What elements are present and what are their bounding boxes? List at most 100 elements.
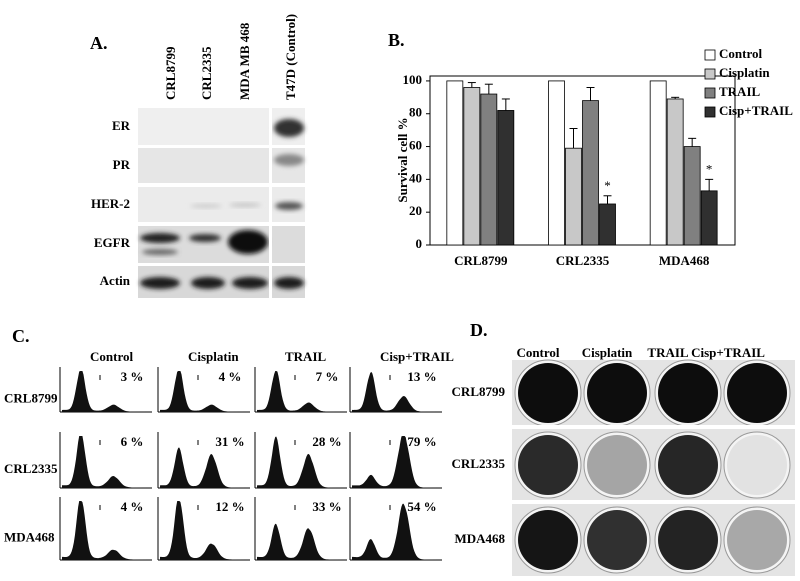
row-label: ER [112, 118, 131, 133]
histogram [352, 371, 438, 412]
percentage: 54 % [407, 499, 436, 514]
percentage: 3 % [121, 369, 144, 384]
percentage: 28 % [312, 434, 341, 449]
bar [599, 203, 616, 246]
annotation: * [706, 161, 713, 176]
column-label: CRL2335 [199, 46, 214, 100]
well [658, 363, 718, 423]
blot [138, 106, 305, 300]
bar [666, 98, 684, 246]
histogram [160, 501, 246, 560]
histogram [62, 371, 148, 412]
row-label: Actin [100, 273, 131, 288]
y-tick-label: 40 [409, 170, 422, 185]
row-label: PR [113, 157, 131, 172]
row-label: CRL8799 [4, 390, 58, 405]
error-bar [569, 128, 578, 149]
well [587, 363, 647, 423]
well [727, 363, 787, 423]
legend-swatch [704, 106, 716, 118]
histogram [62, 436, 148, 488]
percentage: 4 % [219, 369, 242, 384]
histogram [352, 503, 438, 560]
error-bar [671, 96, 680, 99]
well [518, 363, 578, 423]
column-label: CRL8799 [163, 46, 178, 100]
column-label: Cisp+TRAIL [691, 345, 765, 360]
column-label: T47D (Control) [283, 14, 298, 100]
column-label: Cisplatin [188, 349, 239, 364]
error-bar [688, 137, 697, 147]
legend-label: Cisplatin [719, 65, 770, 80]
well [658, 510, 718, 570]
panel-label: A. [90, 33, 108, 53]
column-label: Cisplatin [582, 345, 633, 360]
well [587, 435, 647, 495]
error-bar [603, 195, 612, 204]
legend-swatch [704, 68, 716, 80]
bar [480, 93, 498, 246]
y-axis-label: Survival cell % [395, 117, 410, 202]
column-label: Cisp+TRAIL [380, 349, 454, 364]
histogram [257, 371, 343, 412]
x-tick-label: CRL8799 [454, 253, 508, 268]
row-label: HER-2 [91, 196, 130, 211]
y-tick-label: 20 [409, 203, 422, 218]
panel-label: C. [12, 326, 30, 346]
row-label: CRL2335 [4, 461, 58, 476]
legend-label: Control [719, 46, 762, 61]
percentage: 12 % [215, 499, 244, 514]
y-tick-label: 100 [403, 72, 423, 87]
bar [463, 87, 481, 246]
well [518, 510, 578, 570]
well [658, 435, 718, 495]
well [518, 435, 578, 495]
legend-swatch [704, 87, 716, 99]
well [727, 510, 787, 570]
legend-swatch [704, 49, 716, 61]
percentage: 6 % [121, 434, 144, 449]
bar [446, 80, 464, 246]
column-label: Control [516, 345, 559, 360]
bar [582, 100, 599, 246]
percentage: 7 % [316, 369, 339, 384]
legend-label: Cisp+TRAIL [719, 103, 793, 118]
row-label: CRL8799 [452, 384, 506, 399]
panel-label: B. [388, 30, 405, 50]
column-label: Control [90, 349, 133, 364]
percentage: 13 % [407, 369, 436, 384]
histogram [160, 371, 246, 412]
column-label: TRAIL [647, 345, 689, 360]
histogram [160, 447, 246, 488]
error-bar [467, 82, 476, 88]
well [727, 435, 787, 495]
y-tick-label: 60 [409, 138, 422, 153]
percentage: 31 % [215, 434, 244, 449]
annotation: * [604, 178, 611, 193]
y-tick-label: 0 [416, 236, 423, 251]
column-label: TRAIL [285, 349, 327, 364]
row-label: EGFR [94, 235, 131, 250]
row-label: CRL2335 [452, 456, 506, 471]
error-bar [484, 83, 493, 95]
row-label: MDA468 [454, 531, 505, 546]
bar [700, 190, 718, 246]
histogram [62, 501, 148, 560]
legend-label: TRAIL [719, 84, 761, 99]
histogram [257, 436, 343, 488]
percentage: 4 % [121, 499, 144, 514]
error-bar [705, 178, 714, 191]
error-bar [586, 86, 595, 101]
y-tick-label: 80 [409, 105, 422, 120]
x-tick-label: CRL2335 [556, 253, 610, 268]
bar [683, 146, 701, 246]
x-tick-label: MDA468 [659, 253, 710, 268]
well [587, 510, 647, 570]
bar [548, 80, 565, 246]
percentage: 33 % [312, 499, 341, 514]
bar [565, 147, 582, 246]
row-label: MDA468 [4, 529, 55, 544]
bar [497, 110, 515, 246]
